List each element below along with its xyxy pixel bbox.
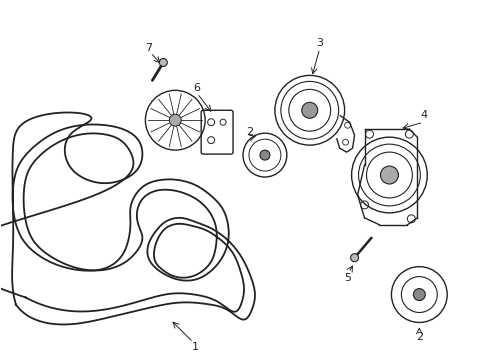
Circle shape: [169, 114, 181, 126]
Circle shape: [159, 58, 167, 67]
Circle shape: [350, 254, 358, 262]
Circle shape: [260, 150, 269, 160]
Text: 2: 2: [415, 332, 422, 342]
Text: 1: 1: [191, 342, 198, 352]
FancyBboxPatch shape: [201, 110, 233, 154]
Circle shape: [301, 102, 317, 118]
Text: 3: 3: [316, 37, 323, 48]
Text: 2: 2: [246, 127, 253, 137]
Text: 5: 5: [344, 273, 350, 283]
Text: 4: 4: [420, 110, 427, 120]
Text: 6: 6: [193, 84, 200, 93]
Circle shape: [412, 289, 425, 301]
Circle shape: [380, 166, 398, 184]
Text: 7: 7: [144, 42, 152, 53]
